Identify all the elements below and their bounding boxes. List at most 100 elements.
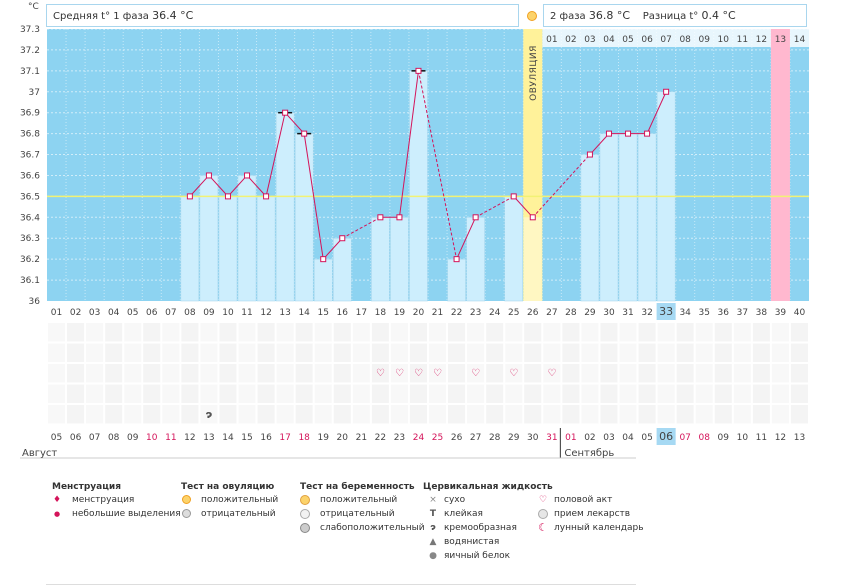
symptom-cell (295, 405, 313, 424)
symptom-cell (238, 323, 256, 342)
symptom-cell (543, 364, 561, 383)
symptom-cell (48, 405, 66, 424)
symptom-cell (162, 343, 180, 362)
symptom-cell (276, 323, 294, 342)
symptom-cell (276, 364, 294, 383)
temperature-line-segment (189, 175, 210, 197)
symptom-cell (505, 405, 523, 424)
symptom-cell (333, 323, 351, 342)
symptom-cell (390, 343, 408, 362)
y-tick-label: 37.1 (20, 67, 40, 77)
symptom-cell (467, 405, 485, 424)
temperature-point (472, 214, 479, 221)
cycle-day-label: 21 (432, 308, 443, 318)
cycle-day-label: 07 (165, 308, 176, 318)
symptom-cell (371, 384, 389, 403)
temperature-bar (637, 133, 657, 302)
pill-icon (538, 509, 548, 519)
phase2-day-label: 10 (718, 35, 730, 45)
symptom-cell (429, 343, 447, 362)
symptom-cell (657, 343, 675, 362)
symptom-cell (219, 384, 237, 403)
cycle-day-label: 33 (659, 305, 673, 318)
phase2-label: 2 фаза (550, 11, 586, 22)
temperature-bar (504, 196, 524, 302)
calendar-day-label: 09 (127, 433, 139, 443)
symptom-cell (409, 364, 427, 383)
symptom-cell (771, 364, 789, 383)
calendar-day-label: 11 (165, 433, 176, 443)
temperature-line-segment (417, 70, 458, 260)
symptom-cell (295, 364, 313, 383)
symptom-cell (181, 323, 199, 342)
calendar-day-label: 06 (70, 433, 82, 443)
y-tick-label: 36.5 (20, 192, 40, 202)
calendar-day-label: 31 (546, 433, 557, 443)
cycle-day-label: 23 (470, 308, 481, 318)
symptom-cell (352, 384, 370, 403)
temperature-bar (580, 154, 600, 302)
symptom-cell (48, 323, 66, 342)
watery-icon: ▲ (429, 537, 437, 547)
y-tick-label: 36.1 (20, 276, 40, 286)
y-tick-label: 36.2 (20, 255, 40, 265)
symptom-cell (238, 405, 256, 424)
temperature-point (377, 214, 384, 221)
temperature-line-segment (322, 237, 343, 260)
symptom-cell (657, 405, 675, 424)
phase1-value: 36.4 °C (152, 9, 194, 22)
temperature-point (301, 130, 308, 137)
symptom-cell (143, 323, 161, 342)
pregnancy-negative-icon (300, 509, 310, 519)
phase2-day-label: 11 (737, 35, 748, 45)
symptom-cell (733, 343, 751, 362)
legend-cervical-sticky: клейкая (444, 509, 483, 519)
symptom-cell (162, 384, 180, 403)
symptom-cell (790, 384, 808, 403)
temperature-line-segment (532, 154, 591, 218)
temperature-point (244, 172, 251, 179)
ovulation-negative-icon (181, 509, 191, 519)
symptom-cell (200, 384, 218, 403)
symptom-cell (219, 343, 237, 362)
calendar-day-label: 29 (508, 433, 520, 443)
symptom-cell (657, 364, 675, 383)
current-date-highlight (656, 428, 676, 445)
cycle-day-label: 10 (222, 308, 234, 318)
cycle-day-label: 17 (356, 308, 367, 318)
symptom-cell (105, 343, 123, 362)
temperature-point (644, 130, 651, 137)
calendar-day-label: 08 (698, 433, 710, 443)
calendar-day-label: 12 (184, 433, 195, 443)
temperature-point (282, 109, 289, 116)
symptom-cell (733, 405, 751, 424)
temperature-bar (180, 196, 200, 302)
cycle-day-label: 25 (508, 308, 519, 318)
symptom-cell (486, 405, 504, 424)
phase2-day-label: 02 (565, 35, 576, 45)
symptom-cell (638, 405, 656, 424)
symptom-cell (524, 405, 542, 424)
legend-menstruation-item: менструация (72, 495, 135, 505)
sticky-icon: T (429, 509, 437, 519)
symptom-cell (143, 384, 161, 403)
symptom-cell (143, 405, 161, 424)
symptom-cell (352, 405, 370, 424)
temperature-bar (256, 196, 276, 302)
symptom-cell (714, 323, 732, 342)
phase1-summary: Средняя t° 1 фаза 36.4 °C (46, 4, 519, 27)
symptom-cell (390, 405, 408, 424)
cycle-day-label: 22 (451, 308, 462, 318)
symptom-cell (486, 343, 504, 362)
symptom-cell (429, 384, 447, 403)
cycle-day-label: 27 (546, 308, 557, 318)
symptom-cell (352, 364, 370, 383)
temperature-point (205, 172, 212, 179)
symptom-cell (752, 405, 770, 424)
phase2-day-label: 14 (794, 35, 806, 45)
temperature-line-segment (589, 133, 610, 155)
egg-white-icon: ● (429, 551, 437, 561)
symptom-cell (771, 384, 789, 403)
intercourse-heart-icon: ♡ (471, 368, 480, 379)
symptom-cell (676, 405, 694, 424)
